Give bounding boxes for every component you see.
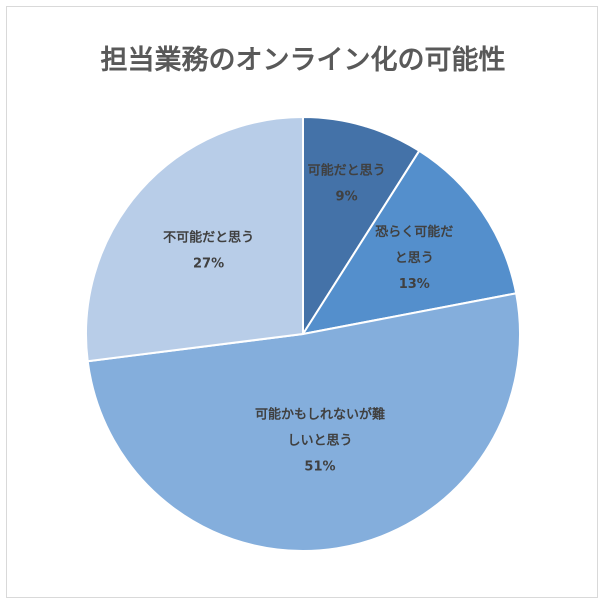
slice-category-label: 可能だと思う	[308, 162, 386, 178]
pie-slice	[300, 149, 518, 336]
slice-value-label: 9%	[336, 189, 358, 204]
slice-value-label: 27%	[193, 256, 224, 271]
pie-slice	[85, 115, 304, 363]
slice-category-label: 恐らく可能だ	[375, 224, 453, 240]
slice-category-label: と思う	[395, 251, 434, 266]
slice-value-label: 13%	[399, 277, 430, 292]
slice-category-label: しいと思う	[287, 434, 352, 449]
slice-category-label: 不可能だと思う	[163, 229, 254, 245]
pie-slice	[302, 115, 421, 338]
chart-title: 担当業務のオンライン化の可能性	[100, 45, 506, 76]
slice-category-label: 可能かもしれないが難	[255, 407, 385, 423]
slice-value-label: 51%	[304, 460, 335, 475]
pie-slice	[86, 292, 521, 552]
